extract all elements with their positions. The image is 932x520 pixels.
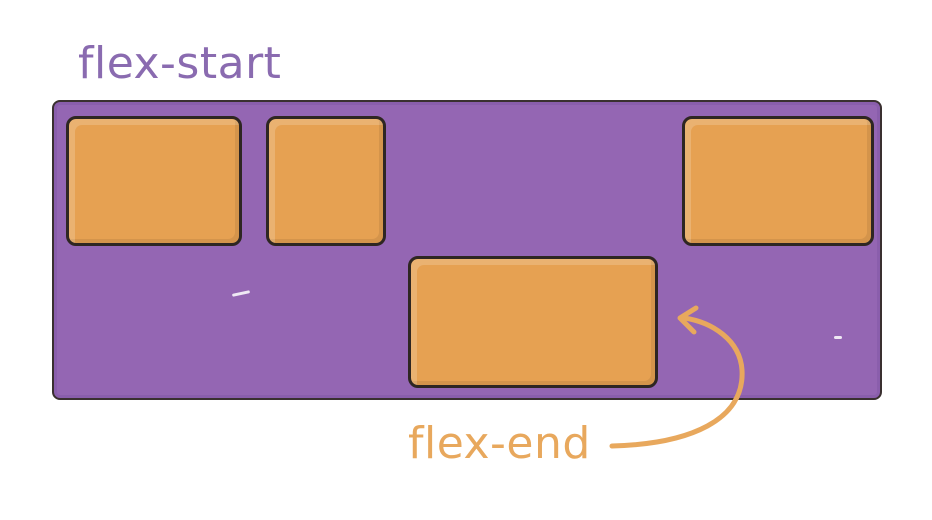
flex-item-1 (66, 116, 242, 246)
flex-container (52, 100, 882, 400)
flex-end-label: flex-end (408, 418, 591, 469)
flex-start-label: flex-start (78, 38, 282, 89)
flex-item-2 (266, 116, 386, 246)
paint-speck (231, 290, 251, 297)
flex-item-end (408, 256, 658, 388)
flex-item-3 (682, 116, 874, 246)
paint-speck (834, 336, 842, 339)
